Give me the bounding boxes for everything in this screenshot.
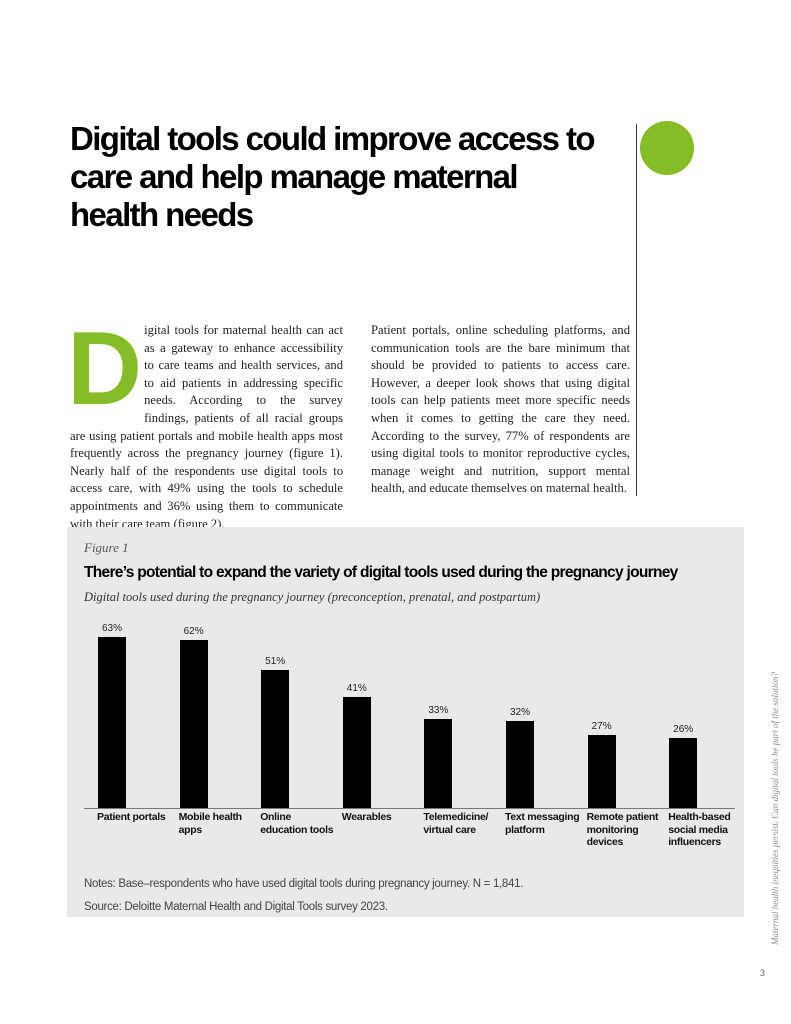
x-tick-label: Telemedicine/ virtual care: [423, 811, 489, 836]
bar: [669, 737, 698, 808]
x-tick-label: Remote patient monitoring devices: [586, 811, 659, 848]
baseline: [84, 808, 735, 809]
bar: [424, 718, 453, 808]
chart-notes: Notes: Base–respondents who have used di…: [84, 878, 524, 890]
data-label: 62%: [183, 625, 204, 637]
page-number: 3: [760, 968, 766, 978]
x-tick-label: Wearables: [341, 811, 392, 823]
bar: [342, 696, 371, 808]
drop-cap: D: [67, 311, 142, 427]
data-label: 63%: [101, 623, 122, 635]
chart-subtitle: Digital tools used during the pregnancy …: [84, 590, 541, 604]
x-tick-label: Health-based social media influencers: [668, 811, 731, 848]
running-title: Maternal health inequities persist. Can …: [770, 672, 780, 945]
x-tick-label: Online education tools: [260, 811, 334, 836]
data-label: 41%: [346, 682, 367, 694]
accent-circle: [640, 121, 694, 175]
data-label: 32%: [509, 707, 530, 719]
x-tick-label: Mobile health apps: [178, 811, 242, 836]
bar: [98, 637, 126, 808]
bar: [587, 734, 616, 808]
bar: [506, 721, 534, 808]
data-label: 33%: [428, 704, 449, 716]
page-title: Digital tools could improve access to ca…: [70, 120, 596, 233]
body-text: igital tools for maternal health can act…: [70, 323, 343, 531]
data-label: 27%: [591, 720, 612, 732]
x-tick-label: Patient portals: [97, 811, 166, 823]
body-column: Patient portals, online scheduling platf…: [371, 323, 630, 496]
data-label: 26%: [673, 723, 694, 735]
data-label: 51%: [265, 655, 286, 667]
bar: [179, 639, 208, 808]
x-tick-label: Text messaging platform: [505, 811, 580, 836]
chart-title: There’s potential to expand the variety …: [84, 564, 678, 581]
chart-source: Source: Deloitte Maternal Health and Dig…: [84, 901, 388, 913]
divider: [636, 124, 637, 496]
bar: [261, 669, 290, 808]
figure-label: Figure 1: [84, 540, 129, 555]
